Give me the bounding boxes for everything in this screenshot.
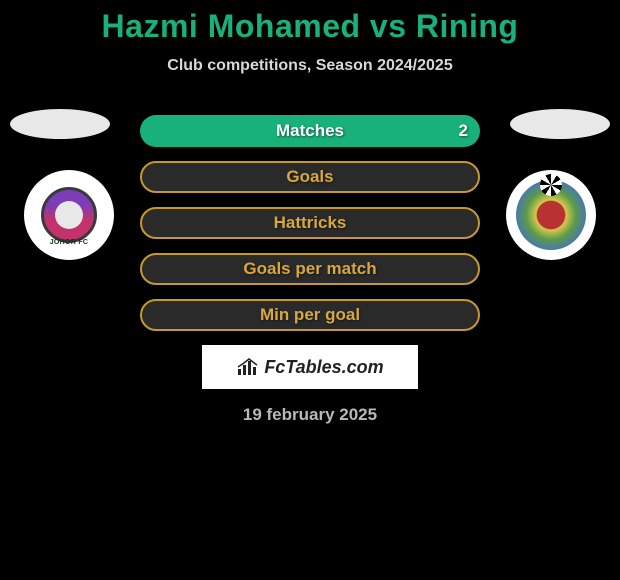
stat-label: Hattricks xyxy=(274,213,347,233)
stat-row-hattricks: Hattricks xyxy=(140,207,480,239)
club-label-left: JOHOR FC xyxy=(50,239,89,246)
club-logo-right-icon xyxy=(516,180,586,250)
brand-text: FcTables.com xyxy=(264,357,383,378)
player-avatar-left xyxy=(10,109,110,139)
club-logo-left-icon xyxy=(41,187,97,243)
subtitle: Club competitions, Season 2024/2025 xyxy=(0,57,620,75)
club-badge-left: JOHOR FC xyxy=(24,170,114,260)
stat-row-min-per-goal: Min per goal xyxy=(140,299,480,331)
stat-row-goals: Goals xyxy=(140,161,480,193)
stat-value-right: 2 xyxy=(459,121,468,141)
club-badge-right xyxy=(506,170,596,260)
player-avatar-right xyxy=(510,109,610,139)
stat-row-goals-per-match: Goals per match xyxy=(140,253,480,285)
footer-date: 19 february 2025 xyxy=(0,405,620,425)
comparison-panel: JOHOR FC Matches 2 Goals Hattricks Goals… xyxy=(0,115,620,425)
stat-label: Goals xyxy=(286,167,333,187)
brand-box[interactable]: FcTables.com xyxy=(202,345,418,389)
stat-row-matches: Matches 2 xyxy=(140,115,480,147)
stat-label: Matches xyxy=(276,121,344,141)
brand-chart-icon xyxy=(236,357,260,377)
stats-list: Matches 2 Goals Hattricks Goals per matc… xyxy=(140,115,480,331)
page-title: Hazmi Mohamed vs Rining xyxy=(0,0,620,45)
stat-label: Goals per match xyxy=(243,259,376,279)
stat-label: Min per goal xyxy=(260,305,360,325)
